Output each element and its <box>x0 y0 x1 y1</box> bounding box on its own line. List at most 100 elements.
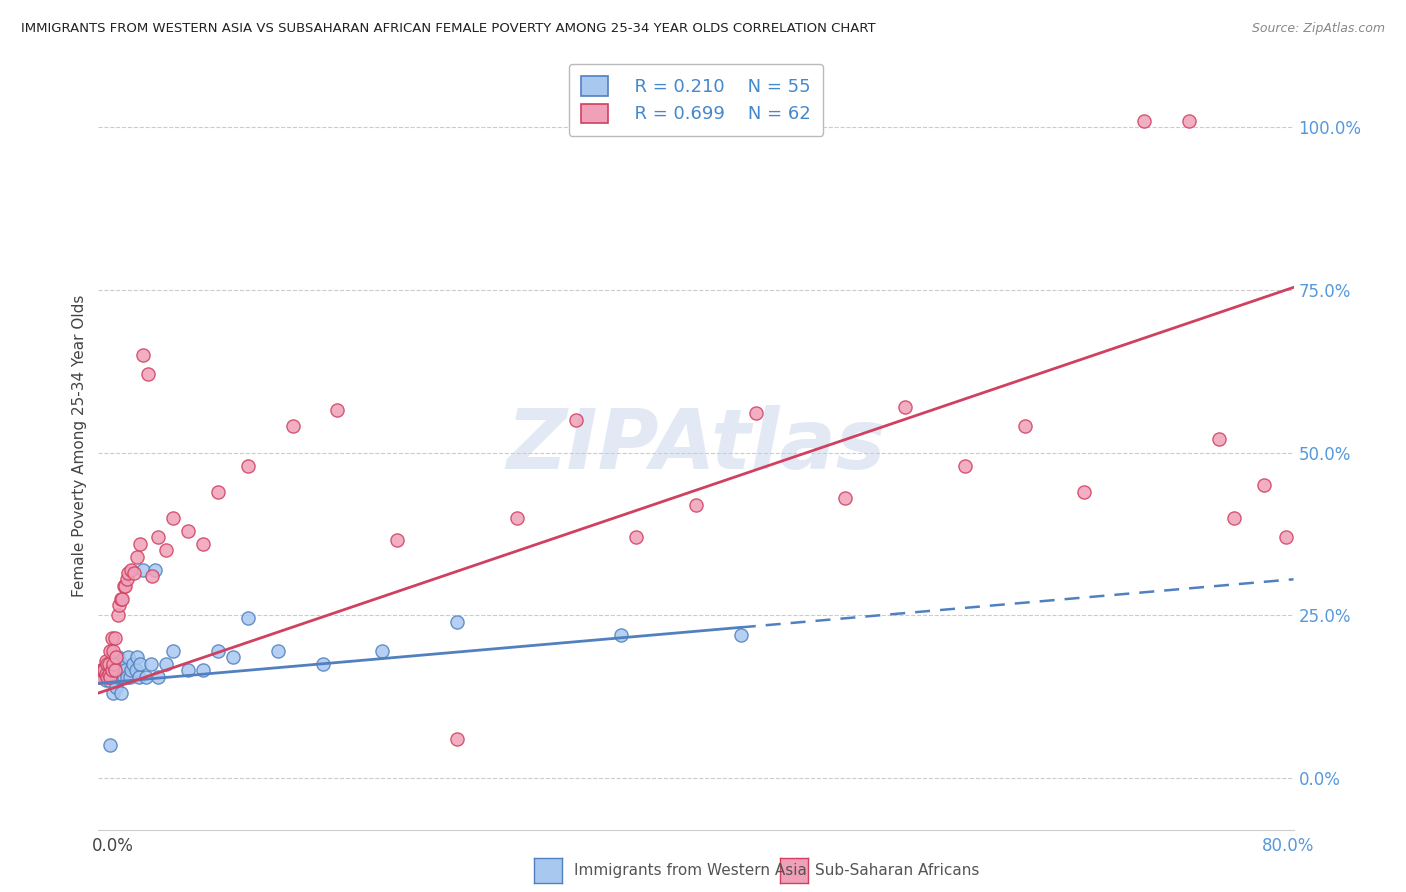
Point <box>626 530 648 544</box>
Point <box>446 731 468 746</box>
Text: 80.0%: 80.0% <box>1263 837 1315 855</box>
Point <box>162 644 184 658</box>
Point <box>730 627 752 641</box>
Text: Source: ZipAtlas.com: Source: ZipAtlas.com <box>1251 22 1385 36</box>
Legend:   R = 0.210    N = 55,   R = 0.699    N = 62: R = 0.210 N = 55, R = 0.699 N = 62 <box>568 64 824 136</box>
Point <box>94 660 117 674</box>
Point <box>129 657 152 671</box>
Point <box>105 650 128 665</box>
Point <box>1298 516 1320 531</box>
Point <box>1275 530 1298 544</box>
Point <box>89 670 111 684</box>
Text: Immigrants from Western Asia: Immigrants from Western Asia <box>574 863 807 878</box>
Point <box>143 562 166 576</box>
Point <box>98 644 122 658</box>
Point <box>105 680 128 694</box>
Point <box>93 663 115 677</box>
Point <box>1178 114 1201 128</box>
Point <box>155 657 177 671</box>
Point <box>117 566 139 580</box>
Point <box>97 666 120 681</box>
Point <box>141 569 163 583</box>
Point <box>97 657 120 671</box>
Point <box>124 566 146 580</box>
Point <box>111 670 134 684</box>
Point <box>107 607 129 622</box>
Point <box>97 660 120 674</box>
Point <box>1014 419 1036 434</box>
Y-axis label: Female Poverty Among 25-34 Year Olds: Female Poverty Among 25-34 Year Olds <box>72 295 87 597</box>
Point <box>177 524 200 538</box>
Point <box>115 572 138 586</box>
Point <box>114 663 136 677</box>
Point <box>125 663 148 677</box>
Point <box>94 654 117 668</box>
Text: IMMIGRANTS FROM WESTERN ASIA VS SUBSAHARAN AFRICAN FEMALE POVERTY AMONG 25-34 YE: IMMIGRANTS FROM WESTERN ASIA VS SUBSAHAR… <box>21 22 876 36</box>
Point <box>129 536 152 550</box>
Point <box>610 627 633 641</box>
Point <box>120 663 142 677</box>
Point <box>1073 484 1095 499</box>
Point <box>1253 478 1275 492</box>
Point <box>685 498 707 512</box>
Point <box>118 670 141 684</box>
Point <box>104 670 127 684</box>
Point <box>132 562 155 576</box>
Point <box>112 670 135 684</box>
Point <box>111 591 134 606</box>
Point <box>91 666 114 681</box>
Point <box>1133 114 1156 128</box>
Point <box>236 458 259 473</box>
Point <box>110 657 132 671</box>
Point <box>94 666 117 681</box>
Point <box>139 657 162 671</box>
Point <box>127 549 149 564</box>
Point <box>834 491 856 505</box>
Point <box>446 615 468 629</box>
Text: Sub-Saharan Africans: Sub-Saharan Africans <box>815 863 980 878</box>
Point <box>91 663 114 677</box>
Point <box>371 644 394 658</box>
Point <box>191 536 214 550</box>
Point <box>97 673 120 687</box>
Point <box>103 657 125 671</box>
Point <box>90 670 112 684</box>
Text: ZIPAtlas: ZIPAtlas <box>506 406 886 486</box>
Point <box>104 650 127 665</box>
Point <box>107 670 129 684</box>
Point <box>110 686 132 700</box>
Point <box>155 543 177 558</box>
Point <box>148 530 170 544</box>
Point <box>96 660 118 674</box>
Point <box>136 368 159 382</box>
Point <box>120 562 142 576</box>
Point <box>96 670 118 684</box>
Point <box>385 533 409 548</box>
Point <box>107 650 129 665</box>
Point <box>112 579 135 593</box>
Text: 0.0%: 0.0% <box>91 837 134 855</box>
Point <box>207 484 229 499</box>
Point <box>207 644 229 658</box>
Point <box>101 670 124 684</box>
Point <box>89 670 111 684</box>
Point <box>191 663 214 677</box>
Point <box>222 650 245 665</box>
Point <box>953 458 976 473</box>
Point <box>98 654 122 668</box>
Point <box>90 663 112 677</box>
Point <box>236 611 259 625</box>
Point <box>311 657 333 671</box>
Point <box>132 348 155 362</box>
Point <box>135 670 157 684</box>
Point <box>745 407 768 421</box>
Point <box>281 419 304 434</box>
Point <box>93 663 115 677</box>
Point <box>110 591 132 606</box>
Point <box>98 738 122 752</box>
Point <box>103 644 125 658</box>
Point <box>127 650 149 665</box>
Point <box>104 631 127 645</box>
Point <box>103 686 125 700</box>
Point <box>1208 433 1230 447</box>
